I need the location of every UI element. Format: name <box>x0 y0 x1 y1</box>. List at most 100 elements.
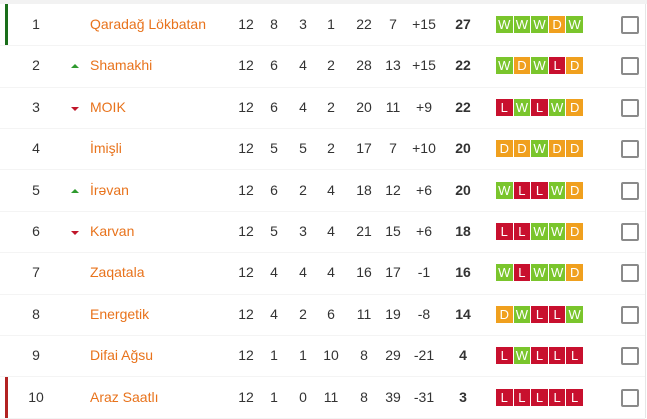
form-result-W[interactable]: W <box>566 16 583 33</box>
team-link[interactable]: Difai Ağsu <box>90 347 154 364</box>
form-result-L[interactable]: L <box>566 388 583 406</box>
form-result-W[interactable]: W <box>548 181 566 199</box>
goals-against-cell: 7 <box>389 16 397 32</box>
losses-cell: 2 <box>327 98 335 115</box>
losses-cell: 1 <box>327 16 335 32</box>
team-link[interactable]: İmişli <box>90 140 122 157</box>
form-result-L[interactable]: L <box>513 388 531 406</box>
form-result-D[interactable]: D <box>513 57 531 75</box>
form-result-L[interactable]: L <box>548 347 566 365</box>
goals-against-cell: 29 <box>385 347 401 364</box>
form-result-L[interactable]: L <box>566 347 583 365</box>
form-result-D[interactable]: D <box>566 57 583 75</box>
form-result-W[interactable]: W <box>513 347 531 365</box>
form-result-W[interactable]: W <box>531 140 548 158</box>
form-result-D[interactable]: D <box>566 98 583 116</box>
form-result-L[interactable]: L <box>531 388 548 406</box>
losses-cell: 6 <box>327 305 335 322</box>
compare-checkbox[interactable] <box>621 223 639 241</box>
form-result-L[interactable]: L <box>531 181 548 199</box>
compare-checkbox[interactable] <box>621 140 639 159</box>
played-cell: 12 <box>238 305 254 322</box>
draws-cell: 3 <box>299 16 307 32</box>
form-result-W[interactable]: W <box>548 264 566 282</box>
form-result-L[interactable]: L <box>513 264 531 282</box>
compare-checkbox[interactable] <box>621 264 639 283</box>
compare-checkbox[interactable] <box>621 305 639 324</box>
compare-checkbox[interactable] <box>621 347 639 366</box>
form-result-L[interactable]: L <box>496 388 513 406</box>
form-result-W[interactable]: W <box>531 57 548 75</box>
trend-down-icon <box>71 231 79 235</box>
form-result-W[interactable]: W <box>566 305 583 323</box>
table-row: 7 12 4 4 4 16 17 -1 16 Zaqatala W L W W D <box>0 252 645 295</box>
team-link[interactable]: Araz Saatlı <box>90 388 159 405</box>
form-result-W[interactable]: W <box>548 98 566 116</box>
team-link[interactable]: Karvan <box>90 223 135 239</box>
form-result-L[interactable]: L <box>531 98 548 116</box>
form-result-W[interactable]: W <box>513 305 531 323</box>
form-result-W[interactable]: W <box>513 16 531 33</box>
team-link[interactable]: Shamakhi <box>90 57 153 74</box>
form-result-W[interactable]: W <box>496 181 513 199</box>
form-result-D[interactable]: D <box>548 16 566 33</box>
form-result-W[interactable]: W <box>531 264 548 282</box>
form-result-W[interactable]: W <box>531 16 548 33</box>
form-result-W[interactable]: W <box>531 223 548 240</box>
compare-checkbox[interactable] <box>621 98 639 117</box>
goal-difference-cell: -8 <box>417 305 431 322</box>
wins-cell: 5 <box>270 140 278 157</box>
compare-checkbox[interactable] <box>621 16 639 34</box>
position-cell: 9 <box>32 347 40 364</box>
played-cell: 12 <box>238 223 254 239</box>
form-result-L[interactable]: L <box>496 98 513 116</box>
form-result-D[interactable]: D <box>496 305 513 323</box>
form-result-L[interactable]: L <box>548 388 566 406</box>
form-result-W[interactable]: W <box>496 16 513 33</box>
goals-against-cell: 15 <box>385 223 401 239</box>
form-result-D[interactable]: D <box>566 140 583 158</box>
table-row: 3 12 6 4 2 20 11 +9 22 MOIK L W L W D <box>0 87 645 130</box>
team-link[interactable]: Qaradağ Lökbatan <box>90 16 206 32</box>
form-result-D[interactable]: D <box>548 140 566 158</box>
compare-checkbox[interactable] <box>621 181 639 200</box>
compare-checkbox[interactable] <box>621 57 639 76</box>
team-link[interactable]: İrəvan <box>90 181 129 198</box>
draws-cell: 4 <box>299 98 307 115</box>
form-result-D[interactable]: D <box>566 264 583 282</box>
team-link[interactable]: MOIK <box>90 98 126 115</box>
table-right-border <box>645 4 646 418</box>
compare-checkbox[interactable] <box>621 388 639 407</box>
table-row: 8 12 4 2 6 11 19 -8 14 Energetik D W L L W <box>0 294 645 337</box>
points-cell: 27 <box>455 16 471 32</box>
form-result-L[interactable]: L <box>531 305 548 323</box>
form-result-L[interactable]: L <box>496 347 513 365</box>
team-link[interactable]: Zaqatala <box>90 264 145 281</box>
form-result-L[interactable]: L <box>548 305 566 323</box>
points-cell: 20 <box>455 140 471 157</box>
goals-for-cell: 22 <box>356 16 372 32</box>
form-result-W[interactable]: W <box>496 57 513 75</box>
form-result-L[interactable]: L <box>496 223 513 240</box>
form-result-L[interactable]: L <box>531 347 548 365</box>
form-result-W[interactable]: W <box>513 98 531 116</box>
form-result-W[interactable]: W <box>496 264 513 282</box>
losses-cell: 4 <box>327 223 335 239</box>
goals-for-cell: 11 <box>356 305 372 322</box>
team-link[interactable]: Energetik <box>90 305 150 322</box>
form-result-W[interactable]: W <box>548 223 566 240</box>
wins-cell: 6 <box>270 181 278 198</box>
form-result-L[interactable]: L <box>513 223 531 240</box>
goal-difference-cell: +10 <box>412 140 436 157</box>
form-result-L[interactable]: L <box>548 57 566 75</box>
form-result-D[interactable]: D <box>496 140 513 158</box>
form-result-D[interactable]: D <box>566 181 583 199</box>
form-result-D[interactable]: D <box>566 223 583 240</box>
position-cell: 1 <box>32 16 40 32</box>
form-result-D[interactable]: D <box>513 140 531 158</box>
goals-against-cell: 11 <box>385 98 401 115</box>
form-result-L[interactable]: L <box>513 181 531 199</box>
